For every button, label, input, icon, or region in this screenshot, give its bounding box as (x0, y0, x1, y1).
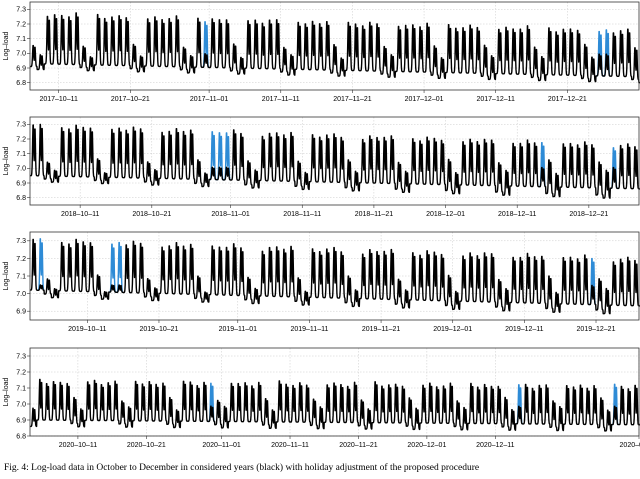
y-tick-label: 7.2 (16, 256, 26, 263)
x-tick-label: 2017–11–21 (333, 96, 372, 103)
y-tick-label: 7.2 (16, 21, 26, 28)
log-load-figure: 6.8 6.9 7.0 7.1 7.2 7.3 2017–10–11 2017–10–21 20… (3, 1, 640, 449)
series-line-holiday-adjusted (36, 238, 45, 291)
y-tick-label: 6.9 (16, 417, 26, 424)
x-tick-label: 2020–11–01 (202, 442, 241, 449)
y-tick-label: 7.0 (16, 401, 26, 408)
x-tick-label: 2019–10–21 (139, 326, 178, 333)
x-tick-label: 2017–10–11 (39, 96, 78, 103)
y-tick-label: 6.9 (16, 180, 26, 187)
panel-2019: 6.9 7.0 7.1 7.2 7.3 2019–10–11 2019–10–21 2019–… (3, 231, 640, 333)
y-axis-label: Log–load (3, 377, 10, 406)
x-tick-label: 2017–12–11 (476, 96, 515, 103)
y-tick-label: 6.8 (16, 80, 26, 87)
y-tick-label: 7.1 (16, 385, 26, 392)
series-line-observed (29, 378, 640, 432)
y-axis-label: Log–load (3, 31, 10, 60)
x-tick-label: 2020–10–11 (59, 442, 98, 449)
y-tick-label: 7.3 (16, 353, 26, 360)
y-tick-label: 7.0 (16, 166, 26, 173)
x-tick-label: 2019–11–21 (362, 326, 401, 333)
x-tick-label: 2019–11–11 (290, 326, 328, 333)
x-tick-label: 2019–12–01 (433, 326, 472, 333)
x-tick-label: 2019–12–21 (577, 326, 616, 333)
x-tick-label: 2018–11–21 (355, 211, 394, 218)
y-tick-label: 6.8 (16, 195, 26, 202)
x-tick-label: 2020–11–11 (271, 442, 309, 449)
y-tick-label: 7.0 (16, 51, 26, 58)
x-tick-label: 2020–01–01 (620, 442, 640, 449)
series-line-holiday-adjusted (108, 241, 124, 293)
y-tick-label: 7.3 (16, 7, 26, 14)
panel-2017: 6.8 6.9 7.0 7.1 7.2 7.3 2017–10–11 2017–10–21 20… (3, 1, 640, 103)
x-tick-label: 2020–12–11 (476, 442, 515, 449)
x-tick-label: 2017–11–01 (190, 96, 229, 103)
x-tick-label: 2018–10–11 (61, 211, 100, 218)
y-tick-label: 7.2 (16, 136, 26, 143)
x-tick-label: 2017–12–21 (548, 96, 587, 103)
y-tick-label: 7.2 (16, 369, 26, 376)
y-tick-label: 7.1 (16, 273, 26, 280)
y-tick-label: 7.1 (16, 36, 26, 43)
x-tick-label: 2020–12–01 (407, 442, 446, 449)
x-tick-label: 2017–11–11 (262, 96, 300, 103)
x-tick-label: 2018–12–11 (498, 211, 537, 218)
x-tick-label: 2018–12–01 (426, 211, 465, 218)
series-line-observed (29, 238, 640, 315)
x-tick-label: 2018–11–11 (283, 211, 321, 218)
y-tick-label: 7.0 (16, 291, 26, 298)
y-axis-label: Log–load (3, 146, 10, 175)
x-tick-label: 2018–10–21 (132, 211, 171, 218)
x-tick-label: 2020–11–21 (339, 442, 378, 449)
x-tick-label: 2017–10–21 (111, 96, 150, 103)
x-tick-label: 2019–11–01 (219, 326, 258, 333)
x-tick-label: 2018–11–01 (211, 211, 250, 218)
x-tick-label: 2019–10–11 (68, 326, 107, 333)
y-tick-label: 7.3 (16, 122, 26, 129)
x-tick-label: 2020–10–21 (127, 442, 166, 449)
panel-frame (29, 347, 640, 437)
panel-2020: 6.8 6.9 7.0 7.1 7.2 7.3 2020–10–11 2020–10–21 20… (3, 347, 640, 449)
y-tick-label: 6.9 (16, 65, 26, 72)
panel-2018: 6.8 6.9 7.0 7.1 7.2 7.3 2018–10–11 2018–10–21 20… (3, 116, 640, 218)
x-tick-label: 2017–12–01 (405, 96, 444, 103)
series-line-holiday-adjusted (208, 131, 231, 181)
y-tick-label: 6.8 (16, 433, 26, 440)
series-line-observed (29, 12, 640, 84)
y-tick-label: 7.3 (16, 238, 26, 245)
series-line-observed (29, 123, 640, 199)
x-tick-label: 2019–12–11 (505, 326, 544, 333)
y-axis-label: Log–load (3, 261, 10, 290)
figure-caption: Fig. 4: Log-load data in October to Dece… (4, 463, 480, 473)
panel-frame (29, 116, 640, 206)
panel-frame (29, 1, 640, 91)
x-tick-label: 2018–12–21 (569, 211, 608, 218)
y-tick-label: 7.1 (16, 151, 26, 158)
y-tick-label: 6.9 (16, 309, 26, 316)
